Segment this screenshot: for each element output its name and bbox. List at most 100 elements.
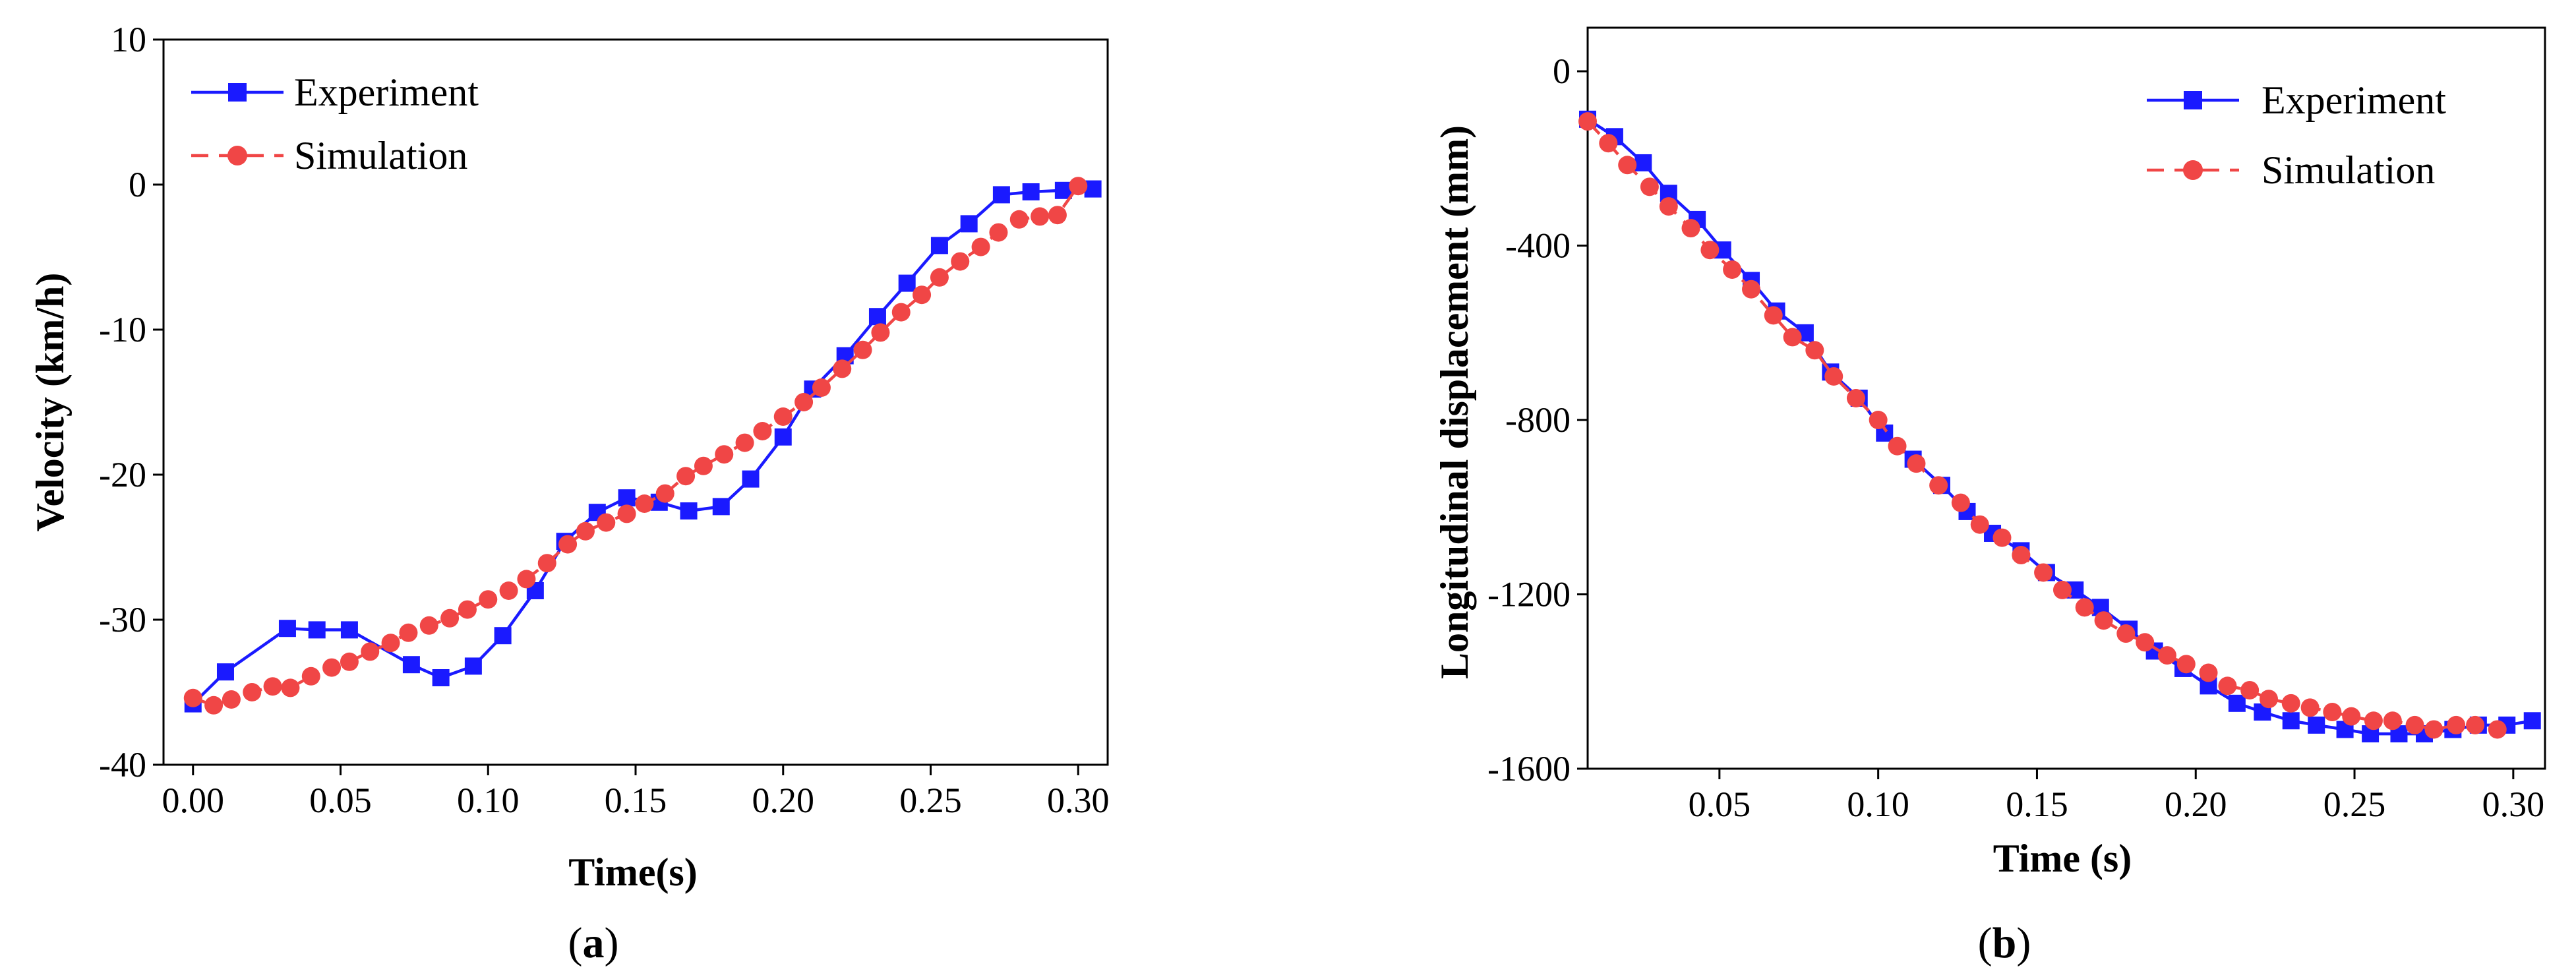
series-simulation-point — [1681, 219, 1700, 238]
series-experiment-point — [278, 620, 296, 638]
series-experiment-point — [1084, 180, 1102, 198]
series-experiment-point — [712, 498, 730, 516]
y-tick-label: -30 — [99, 600, 146, 639]
x-tick-label: 0.20 — [752, 781, 815, 820]
x-tick-label: 0.25 — [2323, 785, 2386, 824]
series-experiment-point — [930, 237, 948, 254]
series-simulation-point — [2136, 633, 2155, 652]
series-simulation-point — [1599, 134, 1618, 153]
x-tick-label: 0.10 — [457, 781, 520, 820]
series-simulation-point — [1031, 207, 1050, 226]
series-simulation-point — [2281, 694, 2300, 713]
series-simulation-point — [773, 407, 793, 426]
series-simulation-point — [204, 696, 224, 715]
series-experiment-point — [464, 657, 482, 675]
series-simulation-point — [301, 667, 320, 686]
series-simulation-point — [440, 608, 460, 628]
y-tick-label: 0 — [129, 165, 146, 204]
series-simulation-point — [1764, 306, 1783, 325]
series-simulation-point — [361, 642, 380, 661]
series-simulation-point — [1929, 476, 1948, 495]
series-simulation-point — [2424, 720, 2443, 739]
series-simulation-point — [2199, 663, 2218, 682]
series-simulation-point — [853, 340, 872, 359]
series-experiment-point — [1634, 154, 1652, 171]
series-experiment-point — [2308, 716, 2325, 734]
series-simulation-point — [930, 268, 949, 287]
series-simulation-point — [891, 303, 911, 322]
series-simulation-point — [1846, 389, 1865, 407]
series-simulation-point — [2240, 680, 2260, 699]
legend-simulation-label: Simulation — [2261, 148, 2435, 192]
series-experiment-point — [1022, 183, 1040, 200]
velocity-chart: 0.00 0.05 0.10 0.15 0.20 0.25 0.30 -40 -30 -20 -1… — [28, 20, 1110, 967]
y-tick-label: -1600 — [1487, 749, 1571, 788]
series-simulation-point — [2176, 655, 2196, 674]
y-tick-label: 0 — [1553, 51, 1571, 91]
plot-frame — [1586, 26, 2546, 770]
x-tick-label: 0.10 — [1847, 785, 1909, 824]
series-simulation-point — [2052, 580, 2072, 599]
x-tick-label: 0.30 — [2482, 785, 2545, 824]
y-axis-title: Longitudinal displacement (mm) — [1433, 125, 1476, 679]
y-tick-label: -10 — [99, 310, 146, 349]
series-simulation-point — [1700, 241, 1720, 260]
series-group — [1578, 110, 2541, 743]
series-simulation-point — [558, 535, 578, 554]
x-axis-title: Time (s) — [1993, 837, 2132, 880]
x-ticks: 0.00 0.05 0.10 0.15 0.20 0.25 0.30 — [162, 765, 1110, 820]
legend-experiment-label: Experiment — [2261, 78, 2446, 122]
x-tick-label: 0.15 — [605, 781, 667, 820]
series-simulation-point — [458, 600, 477, 619]
series-group — [183, 177, 1102, 715]
series-experiment-point — [618, 489, 636, 507]
series-simulation-point — [635, 494, 654, 513]
series-simulation-point — [537, 554, 556, 573]
series-experiment-point — [960, 215, 978, 233]
series-simulation-point — [2466, 715, 2485, 734]
series-simulation-point — [263, 677, 282, 696]
y-tick-label: -1200 — [1487, 575, 1571, 614]
series-simulation-point — [951, 252, 970, 271]
x-tick-label: 0.15 — [2006, 785, 2068, 824]
y-tick-label: -800 — [1505, 400, 1571, 440]
legend-experiment-marker — [2184, 91, 2202, 109]
series-simulation-point — [222, 690, 241, 709]
y-ticks: -1600 -1200 -800 -400 0 — [1487, 51, 1588, 788]
panel-label-a: (a) — [568, 919, 619, 967]
series-simulation-point — [971, 237, 990, 256]
legend: Experiment Simulation — [2147, 78, 2446, 192]
series-simulation-point — [2116, 624, 2136, 643]
series-experiment-point — [868, 308, 886, 326]
series-experiment-point — [898, 274, 916, 292]
series-simulation-point — [576, 521, 595, 541]
series-simulation-point — [1069, 177, 1088, 196]
series-simulation-point — [1951, 493, 1970, 512]
legend-experiment-marker — [228, 83, 247, 102]
series-simulation-point — [2012, 546, 2031, 565]
series-simulation-point — [735, 433, 754, 452]
series-simulation-point — [183, 688, 202, 707]
y-tick-label: -400 — [1505, 226, 1571, 266]
series-simulation-point — [2383, 711, 2402, 730]
series-simulation-point — [2300, 698, 2320, 717]
series-experiment-point — [774, 428, 792, 446]
series-simulation-line — [193, 185, 1080, 707]
series-experiment-point — [432, 669, 450, 686]
series-experiment-point — [742, 470, 760, 488]
series-experiment-point — [2228, 694, 2246, 712]
series-simulation-point — [1805, 341, 1824, 360]
series-simulation-point — [2034, 563, 2053, 582]
series-experiment-point — [308, 621, 326, 639]
x-tick-label: 0.25 — [899, 781, 962, 820]
y-tick-label: 10 — [111, 20, 146, 59]
series-simulation-point — [2157, 646, 2176, 665]
x-ticks: 0.05 0.10 0.15 0.20 0.25 0.30 — [1689, 769, 2544, 824]
x-tick-label: 0.20 — [2165, 785, 2227, 824]
series-simulation-point — [1907, 454, 1926, 473]
series-simulation-point — [676, 467, 696, 486]
series-experiment-point — [2523, 712, 2541, 730]
legend-simulation-label: Simulation — [294, 134, 467, 177]
displacement-chart: 0.05 0.10 0.15 0.20 0.25 0.30 -1600-1200-800-… — [1433, 26, 2546, 967]
